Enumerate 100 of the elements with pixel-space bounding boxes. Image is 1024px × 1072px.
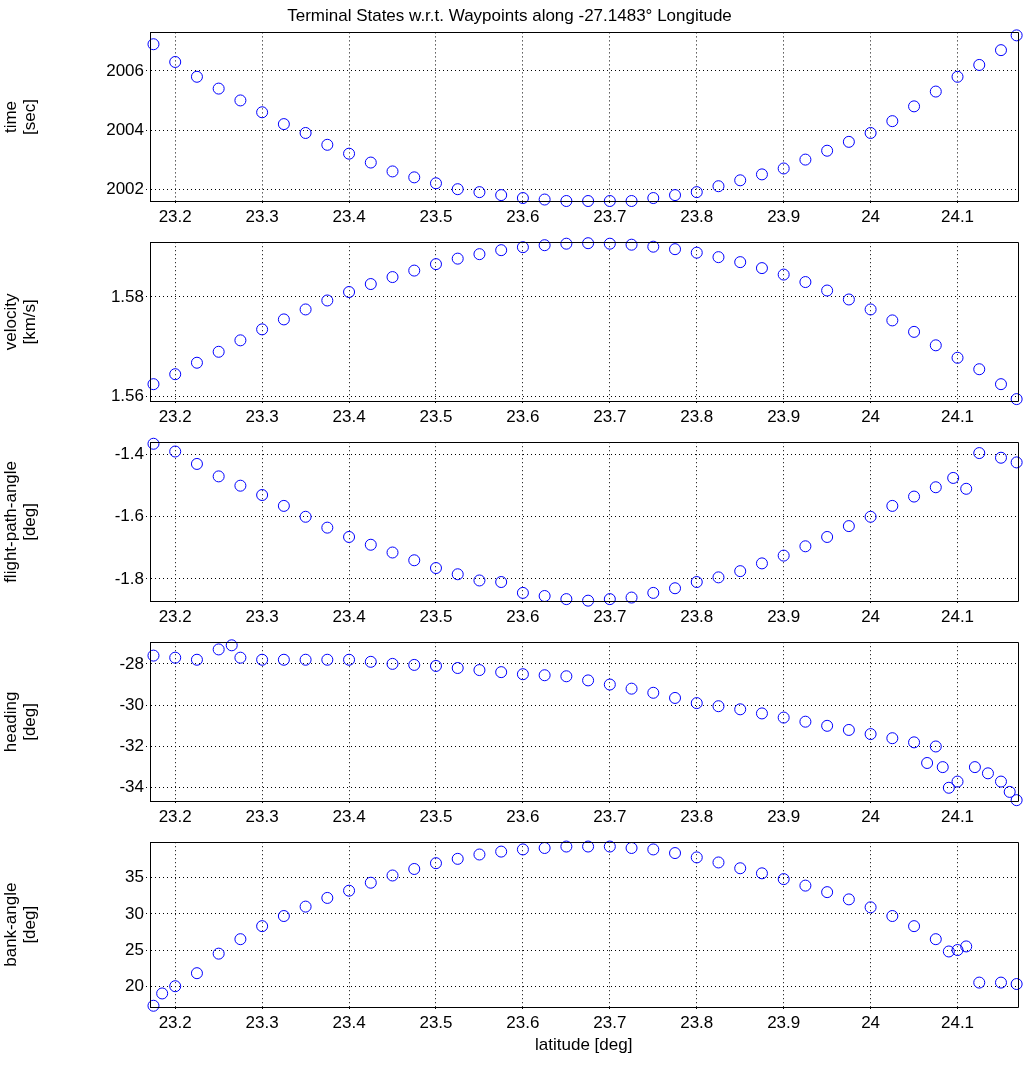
point: [734, 256, 747, 269]
point: [473, 186, 486, 199]
point: [886, 910, 899, 923]
point: [516, 586, 529, 599]
point: [364, 655, 377, 668]
point: [942, 781, 955, 794]
point: [364, 876, 377, 889]
point: [1010, 29, 1023, 42]
point: [712, 856, 725, 869]
point: [777, 711, 790, 724]
y-tick-label: -1.8: [114, 568, 144, 588]
point: [299, 303, 312, 316]
point: [451, 568, 464, 581]
point: [386, 271, 399, 284]
point: [190, 653, 203, 666]
x-tick-label: 23.9: [767, 1013, 801, 1033]
point: [234, 479, 247, 492]
point: [647, 686, 660, 699]
point: [299, 126, 312, 139]
y-tick-label: 35: [125, 867, 144, 887]
point: [495, 189, 508, 202]
point: [343, 884, 356, 897]
point: [842, 293, 855, 306]
x-tick-label: 23.2: [158, 607, 192, 627]
point: [364, 278, 377, 291]
point: [994, 775, 1007, 788]
point: [190, 967, 203, 980]
x-tick-label: 23.2: [158, 407, 192, 427]
point: [451, 662, 464, 675]
point: [495, 576, 508, 589]
point: [277, 653, 290, 666]
point: [408, 554, 421, 567]
point: [429, 659, 442, 672]
point: [929, 85, 942, 98]
point: [821, 284, 834, 297]
x-tick-label: 24: [861, 407, 881, 427]
point: [234, 651, 247, 664]
point: [212, 82, 225, 95]
x-tick-label: 24.1: [940, 1013, 975, 1033]
point: [994, 451, 1007, 464]
point: [364, 156, 377, 169]
point: [625, 591, 638, 604]
point: [190, 356, 203, 369]
point: [1003, 785, 1016, 798]
point: [225, 639, 238, 652]
point: [560, 840, 573, 853]
point: [560, 237, 573, 250]
point: [908, 325, 921, 338]
x-tick-label: 23.7: [593, 607, 627, 627]
y-axis-title: bank-angle [deg]: [1, 882, 39, 967]
point: [321, 891, 334, 904]
point: [960, 482, 973, 495]
x-tick-label: 23.4: [332, 407, 366, 427]
point: [734, 174, 747, 187]
x-tick-label: 23.9: [767, 607, 801, 627]
point: [169, 55, 182, 68]
point: [625, 682, 638, 695]
y-axis-title: flight-path-angle [deg]: [1, 460, 39, 583]
point: [994, 44, 1007, 57]
point: [755, 262, 768, 275]
point: [625, 238, 638, 251]
x-tick-label: 24.1: [940, 607, 975, 627]
point: [603, 195, 616, 208]
point: [1010, 978, 1023, 991]
point: [799, 715, 812, 728]
point: [212, 345, 225, 358]
point: [821, 719, 834, 732]
point: [256, 106, 269, 119]
point: [908, 920, 921, 933]
point: [929, 740, 942, 753]
y-axis-title: time [sec]: [1, 99, 39, 135]
point: [929, 339, 942, 352]
point: [451, 183, 464, 196]
point: [842, 893, 855, 906]
point: [777, 162, 790, 175]
x-tick-label: 24: [861, 207, 881, 227]
point: [1010, 794, 1023, 807]
point: [973, 363, 986, 376]
point: [169, 651, 182, 664]
point: [951, 70, 964, 83]
y-tick-label: 2002: [106, 178, 144, 198]
point: [429, 562, 442, 575]
y-tick-label: -1.6: [114, 506, 144, 526]
point: [647, 586, 660, 599]
point: [669, 243, 682, 256]
x-tick-label: 23.8: [680, 807, 714, 827]
point: [212, 643, 225, 656]
x-tick-label: 23.8: [680, 407, 714, 427]
point: [712, 180, 725, 193]
point: [538, 669, 551, 682]
x-tick-label: 23.3: [245, 1013, 279, 1033]
point: [973, 976, 986, 989]
point: [277, 499, 290, 512]
point: [864, 510, 877, 523]
point: [495, 666, 508, 679]
y-tick-label: -32: [119, 736, 144, 756]
point: [277, 313, 290, 326]
x-tick-label: 23.6: [506, 1013, 540, 1033]
point: [647, 843, 660, 856]
point: [690, 576, 703, 589]
